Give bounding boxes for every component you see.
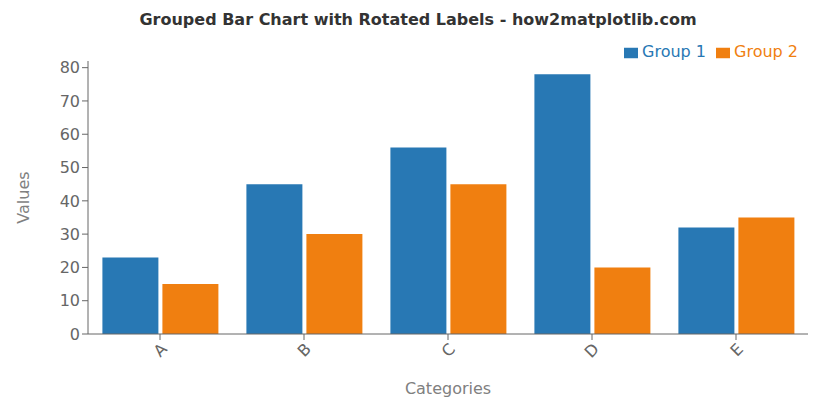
svg-text:Categories: Categories bbox=[405, 379, 491, 398]
svg-text:10: 10 bbox=[60, 291, 80, 310]
html-text:Grouped Bar Chart with Rotated: Grouped Bar Chart with Rotated Labels - … bbox=[139, 10, 697, 29]
svg-text:80: 80 bbox=[60, 58, 80, 77]
svg-text:50: 50 bbox=[60, 158, 80, 177]
svg-text:C: C bbox=[438, 339, 459, 360]
html-text:Group 2: Group 2 bbox=[734, 42, 798, 61]
svg-text:Values: Values bbox=[14, 171, 33, 223]
html-text:Group 1: Group 1 bbox=[642, 42, 706, 61]
svg-text:30: 30 bbox=[60, 225, 80, 244]
svg-text:A: A bbox=[150, 339, 171, 360]
svg-text:70: 70 bbox=[60, 92, 80, 111]
svg-text:B: B bbox=[294, 339, 315, 360]
svg-text:40: 40 bbox=[60, 192, 80, 211]
svg-text:20: 20 bbox=[60, 258, 80, 277]
svg-text:60: 60 bbox=[60, 125, 80, 144]
svg-text:E: E bbox=[726, 339, 747, 360]
svg-text:0: 0 bbox=[70, 325, 80, 344]
svg-text:D: D bbox=[581, 339, 603, 361]
